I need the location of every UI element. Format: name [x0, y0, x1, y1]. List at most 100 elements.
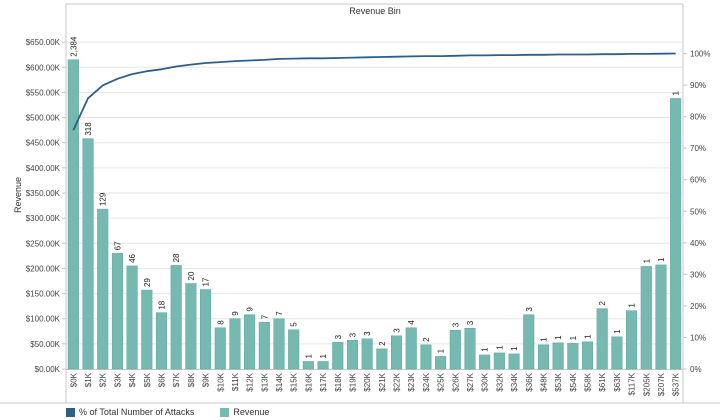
- bar-data-label: 1: [672, 90, 681, 95]
- revenue-bar[interactable]: [479, 354, 491, 370]
- bar-data-label: 46: [128, 253, 137, 262]
- y2-tick-label: 20%: [690, 302, 706, 311]
- revenue-bar[interactable]: [229, 318, 241, 370]
- revenue-bar[interactable]: [611, 336, 623, 370]
- revenue-bar[interactable]: [493, 352, 505, 370]
- revenue-bar[interactable]: [523, 314, 535, 370]
- x-tick-label: $22K: [393, 372, 402, 391]
- x-tick-label: $53K: [554, 372, 563, 391]
- revenue-bar[interactable]: [581, 341, 594, 370]
- x-tick-label: $26K: [451, 372, 460, 391]
- revenue-bar[interactable]: [390, 335, 403, 370]
- x-tick-label: $36K: [525, 372, 534, 391]
- revenue-bar[interactable]: [567, 343, 579, 370]
- revenue-bar[interactable]: [185, 283, 197, 370]
- bar-data-label: 3: [348, 332, 357, 337]
- revenue-bar[interactable]: [346, 340, 359, 370]
- revenue-bar[interactable]: [435, 356, 447, 370]
- bar-data-label: 29: [143, 278, 152, 287]
- revenue-bar[interactable]: [317, 361, 329, 370]
- revenue-bar[interactable]: [361, 338, 373, 370]
- bar-data-label: 7: [260, 314, 269, 319]
- revenue-bar[interactable]: [97, 208, 109, 370]
- x-tick-label: $63K: [613, 372, 622, 391]
- revenue-bar[interactable]: [332, 342, 344, 370]
- revenue-bar[interactable]: [126, 265, 138, 370]
- revenue-bar[interactable]: [376, 348, 388, 370]
- bar-data-label: 5: [290, 322, 299, 327]
- revenue-bar[interactable]: [464, 328, 476, 370]
- y-axis-ticks: $0.00K $50.00K $100.00K $150.00K $200.00K $25…: [26, 38, 66, 374]
- y2-tick-label: 10%: [690, 333, 706, 342]
- revenue-bar[interactable]: [552, 342, 564, 370]
- bar-data-label: 7: [275, 311, 284, 316]
- x-tick-label: $16K: [304, 372, 313, 391]
- revenue-bar[interactable]: [626, 310, 638, 370]
- revenue-bar[interactable]: [640, 266, 652, 370]
- revenue-bar[interactable]: [273, 318, 285, 370]
- x-tick-label: $12K: [246, 372, 255, 391]
- bar-data-label: 1: [554, 335, 563, 340]
- x-tick-label: $19K: [348, 372, 357, 391]
- y-tick-label: $650.00K: [26, 38, 61, 47]
- legend-label-revenue: Revenue: [233, 407, 270, 417]
- x-tick-label: $30K: [481, 372, 490, 391]
- bar-data-label: 3: [393, 328, 402, 333]
- x-tick-label: $58K: [584, 372, 593, 391]
- y2-tick-label: 0%: [690, 365, 702, 374]
- x-tick-label: $18K: [334, 372, 343, 391]
- revenue-bar[interactable]: [214, 327, 226, 370]
- y2-tick-label: 50%: [690, 207, 706, 216]
- revenue-bar[interactable]: [67, 59, 79, 370]
- x-tick-label: $1K: [84, 372, 93, 387]
- revenue-bar[interactable]: [508, 353, 520, 370]
- revenue-bar[interactable]: [244, 314, 256, 370]
- revenue-bar[interactable]: [420, 344, 432, 370]
- revenue-bar[interactable]: [155, 312, 168, 370]
- x-tick-label: $9K: [202, 372, 211, 387]
- revenue-bar[interactable]: [170, 265, 182, 370]
- bar-data-label: 18: [157, 300, 166, 309]
- legend-label-attacks: % of Total Number of Attacks: [79, 407, 195, 417]
- x-tick-label: $14K: [275, 372, 284, 391]
- revenue-bar[interactable]: [82, 138, 94, 370]
- bar-data-label: 1: [628, 303, 637, 308]
- bar-data-label: 1: [613, 329, 622, 334]
- bar-data-label: 3: [334, 334, 343, 339]
- revenue-bar[interactable]: [670, 98, 682, 370]
- revenue-bar[interactable]: [537, 344, 549, 370]
- revenue-bar[interactable]: [302, 361, 314, 370]
- bar-data-label: 4: [407, 320, 416, 325]
- revenue-bar[interactable]: [596, 308, 608, 370]
- bar-data-label: 17: [202, 277, 211, 286]
- bar-data-label: 2: [598, 301, 607, 306]
- y-tick-label: $600.00K: [26, 63, 61, 72]
- y2-tick-label: 100%: [690, 50, 710, 59]
- revenue-bar[interactable]: [141, 289, 153, 370]
- revenue-bar[interactable]: [449, 330, 461, 370]
- cumulative-pct-line[interactable]: [72, 52, 676, 131]
- x-tick-label: $205K: [642, 372, 651, 396]
- revenue-bar[interactable]: [200, 289, 212, 370]
- bar-data-label: 3: [466, 320, 475, 325]
- gridlines: [66, 41, 683, 345]
- revenue-bar[interactable]: [111, 253, 123, 370]
- bar-data-label: 1: [495, 345, 504, 350]
- bar-data-label: 2,384: [69, 36, 78, 57]
- x-tick-label: $7K: [172, 372, 181, 387]
- x-tick-label: $117K: [628, 372, 637, 395]
- bar-data-label: 1: [304, 353, 313, 358]
- x-tick-label: $34K: [510, 372, 519, 391]
- legend-item-attacks[interactable]: % of Total Number of Attacks: [66, 407, 194, 417]
- bar-data-label: 3: [451, 322, 460, 327]
- revenue-bar[interactable]: [288, 329, 300, 370]
- bar-data-label: 129: [99, 192, 108, 206]
- legend-item-revenue[interactable]: Revenue: [220, 407, 269, 417]
- revenue-bar[interactable]: [655, 264, 667, 370]
- x-tick-label: $15K: [290, 372, 299, 391]
- revenue-bar[interactable]: [258, 321, 270, 370]
- y-tick-label: $300.00K: [26, 214, 61, 223]
- y-tick-label: $450.00K: [26, 139, 61, 148]
- revenue-bar[interactable]: [405, 327, 417, 370]
